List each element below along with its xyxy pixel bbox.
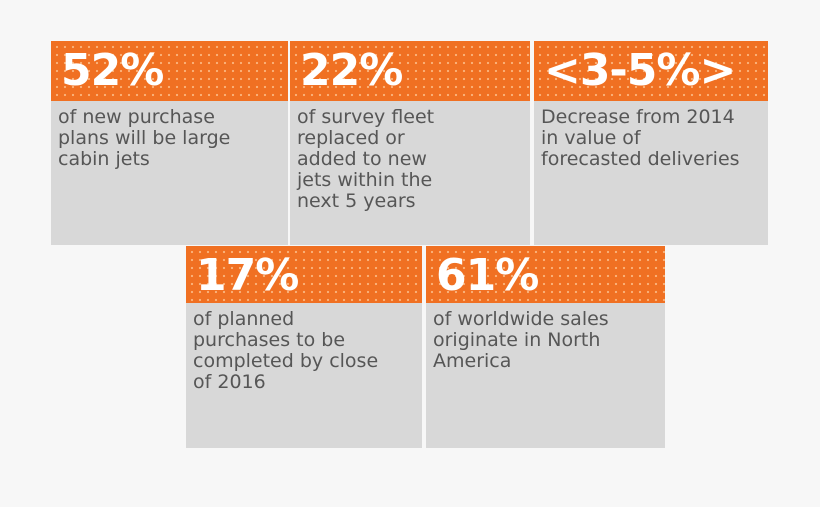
stat-value: 61% — [436, 250, 539, 301]
stat-header: 61% — [426, 246, 665, 303]
stat-description: Decrease from 2014 in value of forecaste… — [541, 106, 740, 170]
stat-card-fleet-replaced: 22% of survey fleet replaced or added to… — [290, 41, 530, 245]
stat-description: of worldwide sales originate in North Am… — [433, 308, 609, 372]
stat-header: 17% — [186, 246, 422, 303]
stat-value: 52% — [61, 45, 164, 96]
stat-description: of survey fleet replaced or added to new… — [297, 106, 435, 212]
stat-value: 22% — [300, 45, 403, 96]
stat-card-deliveries-decrease: <3-5%> Decrease from 2014 in value of fo… — [534, 41, 768, 245]
stat-description: of planned purchases to be completed by … — [193, 308, 379, 393]
stat-header: 52% — [51, 41, 288, 101]
stat-card-large-cabin: 52% of new purchase plans will be large … — [51, 41, 288, 245]
stat-header: 22% — [290, 41, 530, 101]
stat-card-north-america: 61% of worldwide sales originate in Nort… — [426, 246, 665, 448]
stat-description: of new purchase plans will be large cabi… — [58, 106, 231, 170]
stat-value: 17% — [196, 250, 299, 301]
stat-header: <3-5%> — [534, 41, 768, 101]
stat-card-planned-purchases: 17% of planned purchases to be completed… — [186, 246, 422, 448]
stat-value: <3-5%> — [544, 45, 736, 96]
